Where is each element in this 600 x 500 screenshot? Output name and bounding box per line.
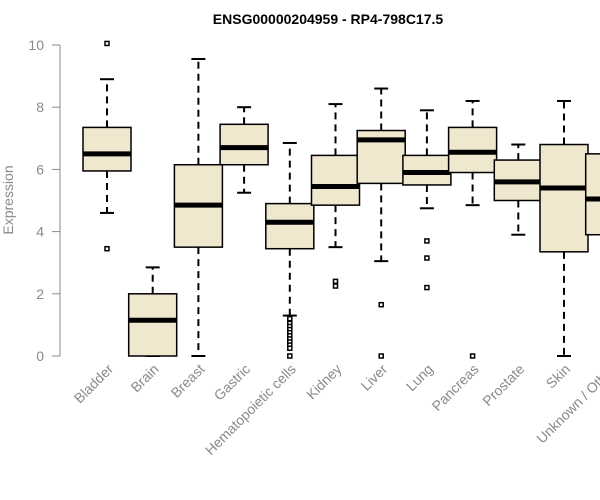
box [265,202,315,250]
y-tick-label: 10 [28,37,44,53]
box-group [356,87,406,359]
box-group [447,99,498,359]
x-tick-label: Gastric [211,361,254,404]
x-tick-label: Bladder [71,361,117,407]
box-group [402,109,452,291]
y-tick-label: 2 [36,286,44,302]
outlier-point [378,353,384,359]
y-axis-ticks: 0 2 4 6 8 10 [28,37,60,364]
outlier-point [287,345,293,351]
box-series [82,40,600,359]
outlier-point [424,255,430,261]
outlier-point [332,283,339,289]
box [219,123,269,166]
box-group [584,153,600,236]
x-tick-label: Kidney [303,361,345,403]
x-tick-label: Breast [168,361,208,401]
x-tick-label: Pancreas [429,361,482,414]
box-group [173,57,224,357]
box-group [310,103,361,289]
box-group [539,99,589,357]
box [82,126,132,172]
box [584,153,600,236]
outlier-point [287,315,293,322]
chart-title: ENSG00000204959 - RP4-798C17.5 [213,11,444,27]
y-tick-label: 8 [36,99,44,115]
outlier-point [287,353,293,359]
box-group [265,141,315,359]
box-group [82,40,132,252]
y-tick-label: 4 [36,224,44,240]
box-group [127,266,178,357]
x-tick-label: Liver [358,361,391,394]
y-tick-label: 0 [36,348,44,364]
outlier-point [424,284,430,291]
outlier-point [332,278,339,285]
x-tick-label: Hematopoietic cells [202,361,299,458]
x-tick-label: Lung [403,361,436,394]
box-group [493,143,544,236]
box [127,293,178,357]
outlier-point [104,245,110,252]
outlier-point [104,40,110,47]
x-tick-label: Prostate [479,361,527,409]
y-axis-label: Expression [0,165,16,234]
y-tick-label: 6 [36,161,44,177]
box [310,154,361,206]
outlier-point [469,353,476,359]
outlier-point [378,301,384,308]
x-tick-label: Brain [127,361,161,395]
box-group [219,106,269,194]
x-tick-label: Skin [543,361,574,392]
box [539,143,589,253]
outlier-point [424,238,430,244]
